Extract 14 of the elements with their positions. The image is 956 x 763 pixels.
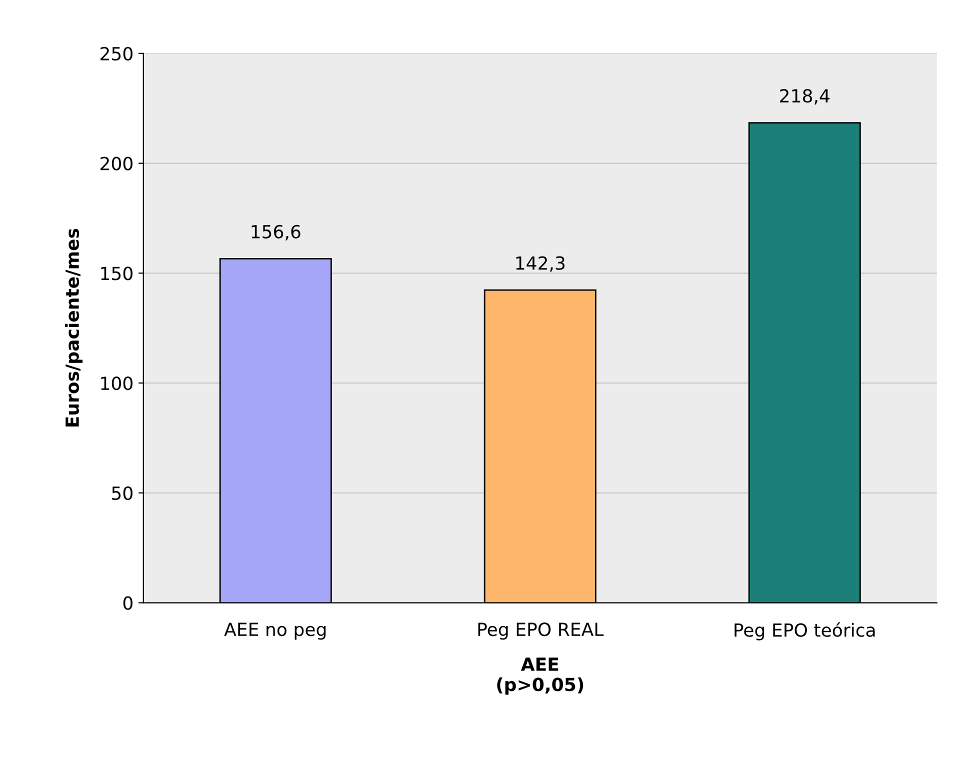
y-axis-title: Euros/paciente/mes bbox=[65, 228, 83, 427]
y-tick-label: 200 bbox=[100, 156, 132, 170]
data-label: 218,4 bbox=[780, 89, 830, 105]
y-tick-label: 150 bbox=[101, 266, 132, 280]
data-label: 156,6 bbox=[252, 224, 300, 240]
y-tick-label: 250 bbox=[100, 46, 132, 61]
x-axis-title: AEE (p>0,05) bbox=[497, 658, 584, 695]
x-tick-label: Peg EPO REAL bbox=[478, 622, 604, 640]
y-tick-label: 0 bbox=[123, 596, 132, 610]
y-tick-label: 50 bbox=[112, 486, 132, 500]
data-label: 142,3 bbox=[516, 256, 565, 272]
x-tick-label: AEE no peg bbox=[224, 622, 326, 640]
x-tick-label: Peg EPO teórica bbox=[734, 622, 875, 640]
y-tick-label: 100 bbox=[101, 376, 132, 390]
